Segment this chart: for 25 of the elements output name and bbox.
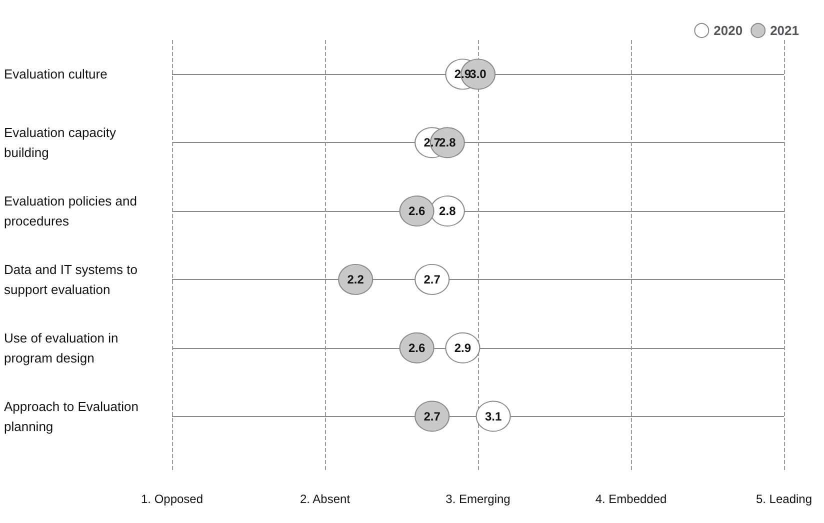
y-tick-label: Evaluation capacity building [4,125,120,160]
data-label: 2.6 [408,340,426,355]
data-label: 3.0 [470,67,487,82]
data-label: 2.7 [424,409,441,424]
x-tick-label: 4. Embedded [595,492,667,506]
legend-label: 2020 [714,23,743,38]
data-label: 2.7 [424,136,441,150]
data-label: 2.8 [439,204,456,218]
y-tick-label: Approach to Evaluation planning [4,398,142,434]
x-tick-label: 2. Absent [300,492,351,506]
data-label: 2.9 [454,340,472,355]
x-tick-label: 5. Leading [756,492,812,506]
x-tick-label: 1. Opposed [140,492,204,506]
data-label: 2.8 [439,136,456,150]
data-label: 2.6 [408,204,426,218]
x-tick-label: 3. Emerging [446,492,510,506]
legend-label: 2021 [770,23,799,38]
y-tick-label: Data and IT systems to support evaluation [4,262,142,297]
y-tick-label: Evaluation culture [4,66,108,82]
data-label: 2.7 [424,272,441,286]
data-label: 2.9 [454,67,472,82]
data-label: 2.2 [347,272,364,286]
y-tick-label: Use of evaluation in program design [4,330,122,366]
data-label: 3.1 [484,409,502,424]
y-tick-label: Evaluation policies and procedures [4,194,141,229]
